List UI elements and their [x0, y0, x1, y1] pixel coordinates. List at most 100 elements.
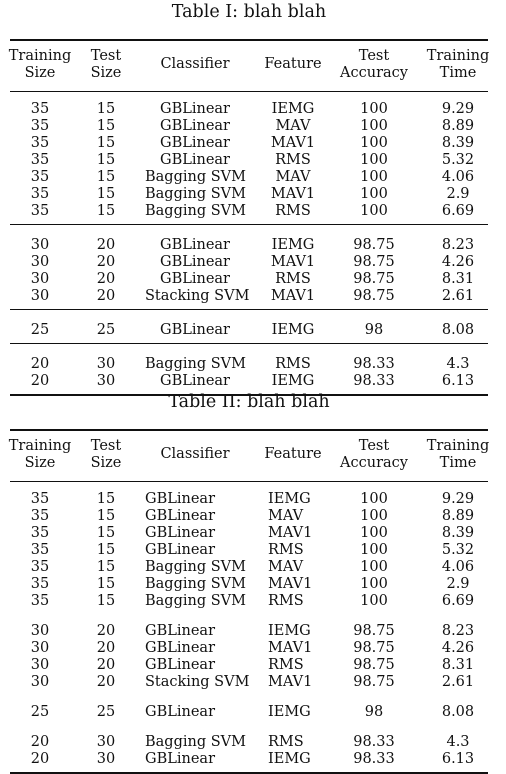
column-header-classifier: Classifier: [150, 446, 240, 463]
cell-test-size: 30: [96, 356, 116, 372]
cell-test-size: 15: [96, 186, 116, 202]
column-header-line: Classifier: [160, 56, 230, 72]
cell-test-accuracy: 98.75: [353, 288, 395, 304]
cell-training-size: 20: [30, 734, 50, 750]
cell-feature: RMS: [268, 734, 304, 750]
cell-feature: MAV: [275, 169, 311, 185]
column-header-line: Accuracy: [340, 65, 408, 81]
cell-test-size: 20: [96, 271, 116, 287]
column-header-line: Classifier: [160, 446, 230, 462]
cell-training-time: 8.31: [441, 271, 475, 287]
table-row: 35 15 GBLinear IEMG 100 9.29: [10, 491, 488, 508]
cell-training-size: 35: [30, 491, 50, 507]
cell-feature: IEMG: [268, 491, 311, 507]
group-rule: [10, 224, 488, 225]
column-header-line: Test: [90, 48, 122, 64]
bottom-rule: [10, 394, 488, 396]
cell-feature: MAV1: [270, 288, 316, 304]
cell-test-size: 15: [96, 101, 116, 117]
column-header-line: Training: [426, 48, 490, 64]
cell-feature: MAV1: [270, 135, 316, 151]
cell-test-size: 15: [96, 593, 116, 609]
cell-feature: RMS: [275, 203, 311, 219]
column-header-feature: Feature: [248, 446, 338, 463]
table-row: 35 15 Bagging SVM MAV1 100 2.9: [10, 186, 488, 203]
column-header-training-size: Training Size: [0, 48, 85, 82]
cell-test-size: 15: [96, 525, 116, 541]
header-rule: [10, 481, 488, 482]
cell-training-size: 30: [30, 288, 50, 304]
cell-test-size: 15: [96, 203, 116, 219]
cell-training-size: 35: [30, 542, 50, 558]
cell-classifier: Bagging SVM: [145, 186, 246, 202]
cell-test-accuracy: 98.75: [353, 271, 395, 287]
column-header-test-size: Test Size: [61, 48, 151, 82]
top-rule: [10, 39, 488, 41]
cell-test-accuracy: 98: [364, 704, 384, 720]
column-header-line: Test: [358, 48, 390, 64]
table-row: 20 30 GBLinear IEMG 98.33 6.13: [10, 373, 488, 390]
table-row: 30 20 GBLinear MAV1 98.75 4.26: [10, 640, 488, 657]
cell-training-size: 30: [30, 674, 50, 690]
cell-test-size: 30: [96, 751, 116, 767]
cell-classifier: Bagging SVM: [145, 169, 246, 185]
table-row: 20 30 Bagging SVM RMS 98.33 4.3: [10, 734, 488, 751]
cell-feature: MAV1: [268, 640, 313, 656]
column-header-line: Size: [24, 455, 56, 471]
cell-classifier: Stacking SVM: [145, 674, 250, 690]
cell-test-size: 15: [96, 135, 116, 151]
table-row: 35 15 GBLinear IEMG 100 9.29: [10, 101, 488, 118]
cell-test-accuracy: 100: [360, 186, 388, 202]
cell-training-time: 6.13: [441, 751, 475, 767]
column-header-line: Size: [90, 455, 122, 471]
cell-test-accuracy: 100: [360, 542, 388, 558]
cell-training-size: 35: [30, 169, 50, 185]
column-header-feature: Feature: [248, 56, 338, 73]
cell-training-time: 4.06: [441, 559, 475, 575]
cell-feature: IEMG: [268, 704, 311, 720]
table-row: 30 20 Stacking SVM MAV1 98.75 2.61: [10, 288, 488, 305]
cell-training-size: 35: [30, 152, 50, 168]
column-header-line: Time: [439, 65, 477, 81]
table-row: 35 15 Bagging SVM MAV1 100 2.9: [10, 576, 488, 593]
cell-test-size: 15: [96, 169, 116, 185]
cell-training-time: 9.29: [441, 101, 475, 117]
cell-classifier: GBLinear: [159, 271, 230, 287]
cell-training-size: 30: [30, 254, 50, 270]
table-row: 35 15 Bagging SVM RMS 100 6.69: [10, 593, 488, 610]
table-2: Table II: blah blah Training Size Test Size C…: [9, 392, 489, 774]
cell-test-size: 15: [96, 118, 116, 134]
cell-training-size: 35: [30, 101, 50, 117]
cell-classifier: GBLinear: [145, 508, 216, 524]
cell-training-time: 8.23: [441, 623, 475, 639]
table-row: 30 20 Stacking SVM MAV1 98.75 2.61: [10, 674, 488, 691]
table-row: 35 15 Bagging SVM MAV 100 4.06: [10, 169, 488, 186]
cell-classifier: GBLinear: [145, 623, 216, 639]
header-rule: [10, 91, 488, 92]
cell-test-size: 20: [96, 640, 116, 656]
cell-classifier: GBLinear: [145, 751, 216, 767]
column-header-line: Training: [426, 438, 490, 454]
cell-training-size: 35: [30, 576, 50, 592]
column-header-test-accuracy: Test Accuracy: [329, 438, 419, 472]
cell-test-accuracy: 98.33: [353, 356, 395, 372]
cell-classifier: GBLinear: [145, 657, 216, 673]
table-row: 30 20 GBLinear MAV1 98.75 4.26: [10, 254, 488, 271]
cell-test-size: 20: [96, 674, 116, 690]
table-row: 35 15 Bagging SVM MAV 100 4.06: [10, 559, 488, 576]
cell-training-size: 30: [30, 271, 50, 287]
column-header-line: Time: [439, 455, 477, 471]
column-header-line: Accuracy: [340, 455, 408, 471]
column-header-line: Size: [24, 65, 56, 81]
cell-training-time: 4.26: [441, 640, 475, 656]
cell-classifier: GBLinear: [145, 704, 216, 720]
cell-classifier: GBLinear: [145, 542, 216, 558]
cell-training-time: 8.08: [441, 704, 475, 720]
cell-classifier: GBLinear: [159, 237, 230, 253]
cell-training-time: 2.61: [441, 288, 475, 304]
column-header-training-time: Training Time: [413, 438, 503, 472]
cell-feature: RMS: [268, 593, 304, 609]
cell-training-time: 8.89: [441, 118, 475, 134]
cell-feature: MAV1: [268, 674, 313, 690]
cell-classifier: GBLinear: [159, 152, 230, 168]
